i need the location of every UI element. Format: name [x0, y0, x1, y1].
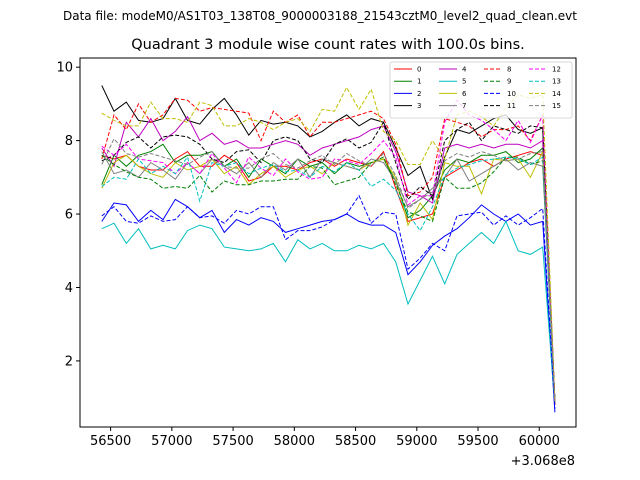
series-line-11 [101, 121, 556, 402]
y-tick-label: 10 [56, 61, 73, 76]
series-line-3 [101, 85, 556, 402]
legend-label-12: 12 [552, 66, 561, 74]
series-line-10 [101, 194, 556, 409]
legend-label-4: 4 [462, 66, 467, 74]
plot-frame [79, 57, 577, 428]
x-tick-label: 57500 [212, 434, 253, 449]
series-line-13 [101, 155, 556, 402]
x-tick-label: 58500 [335, 434, 376, 449]
series-line-1 [101, 143, 556, 402]
x-offset-label: +3.068e8 [511, 454, 575, 469]
x-tick-label: 59000 [396, 434, 437, 449]
x-tick-label: 59500 [457, 434, 498, 449]
x-tick-label: 56500 [90, 434, 131, 449]
legend-label-10: 10 [507, 90, 516, 98]
legend-label-13: 13 [552, 78, 561, 86]
series-line-8 [101, 97, 556, 406]
legend-label-15: 15 [552, 102, 561, 110]
y-tick-label: 6 [65, 208, 73, 223]
y-axis-ticks: 2 4 6 8 10 [56, 61, 80, 369]
legend-label-1: 1 [417, 78, 421, 86]
legend-label-14: 14 [552, 90, 561, 98]
legend-label-5: 5 [462, 78, 466, 86]
legend-label-11: 11 [507, 102, 516, 110]
series-line-0 [101, 150, 556, 402]
chart-title: Quadrant 3 module wise count rates with … [131, 37, 525, 53]
legend-label-3: 3 [417, 102, 421, 110]
series-line-2 [101, 198, 556, 413]
series-line-6 [101, 151, 556, 402]
series-line-9 [101, 154, 556, 402]
x-tick-label: 60000 [519, 434, 560, 449]
legend-box [389, 61, 573, 119]
chart-suptitle: Data file: modeM0/AS1T03_138T08_90000031… [63, 9, 577, 23]
x-tick-label: 57000 [151, 434, 192, 449]
legend-label-8: 8 [507, 66, 511, 74]
series-line-7 [101, 151, 556, 402]
y-tick-label: 4 [65, 281, 73, 296]
x-tick-label: 58000 [274, 434, 315, 449]
legend-label-2: 2 [417, 90, 421, 98]
series-line-12 [101, 99, 556, 402]
legend-label-7: 7 [462, 102, 466, 110]
series-line-5 [101, 220, 556, 406]
x-axis-ticks: 56500 57000 57500 58000 58500 59000 59500 60000 [90, 427, 560, 449]
y-tick-label: 2 [65, 354, 73, 369]
series-line-4 [101, 115, 556, 402]
plot-lines [101, 85, 556, 413]
y-tick-label: 8 [65, 134, 73, 149]
legend-label-9: 9 [507, 78, 511, 86]
legend-label-0: 0 [417, 66, 421, 74]
legend-label-6: 6 [462, 90, 467, 98]
series-line-15 [101, 137, 556, 402]
